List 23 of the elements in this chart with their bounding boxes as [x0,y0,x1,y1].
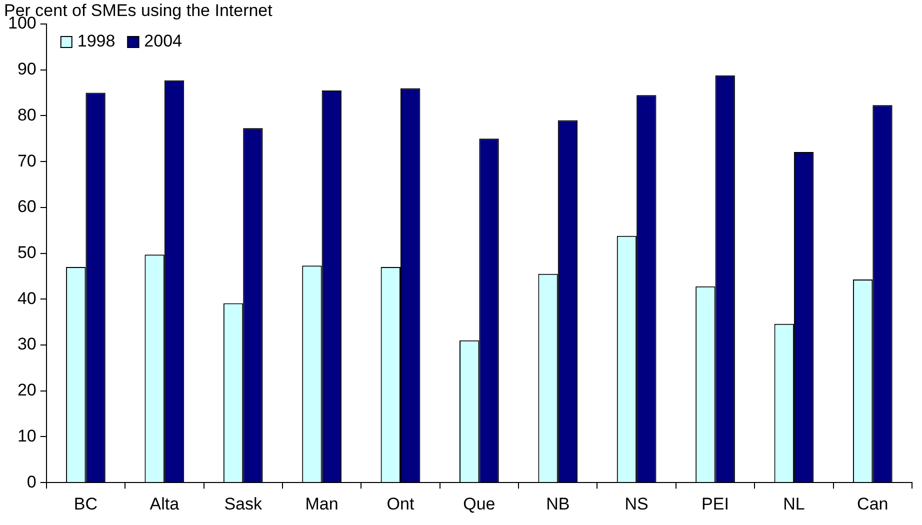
legend-label: 2004 [144,32,182,51]
x-tick-label: Ont [386,494,414,514]
y-tick-label: 10 [17,426,36,446]
x-tick-label: Can [857,494,888,514]
y-tick-label: 40 [17,288,36,308]
y-tick-label: 30 [17,334,36,354]
x-tick-label: NL [783,494,805,514]
y-tick-label: 90 [17,60,36,79]
x-tick-label: Sask [224,494,262,514]
y-tick-label: 0 [26,472,36,492]
x-tick-label: NB [546,494,570,514]
x-tick-label: Alta [150,494,180,514]
y-tick-label: 80 [17,105,36,124]
legend-label: 1998 [77,32,116,51]
x-tick-label: Que [463,494,496,514]
x-tick-label: BC [74,494,98,514]
y-tick-label: 70 [17,151,36,170]
x-tick-label: NS [624,494,648,514]
x-tick-label: Man [305,494,338,514]
y-tick-label: 60 [17,197,36,216]
y-tick-label: 20 [17,380,36,400]
y-tick-label: 50 [17,242,36,262]
x-tick-label: PEI [702,494,729,514]
